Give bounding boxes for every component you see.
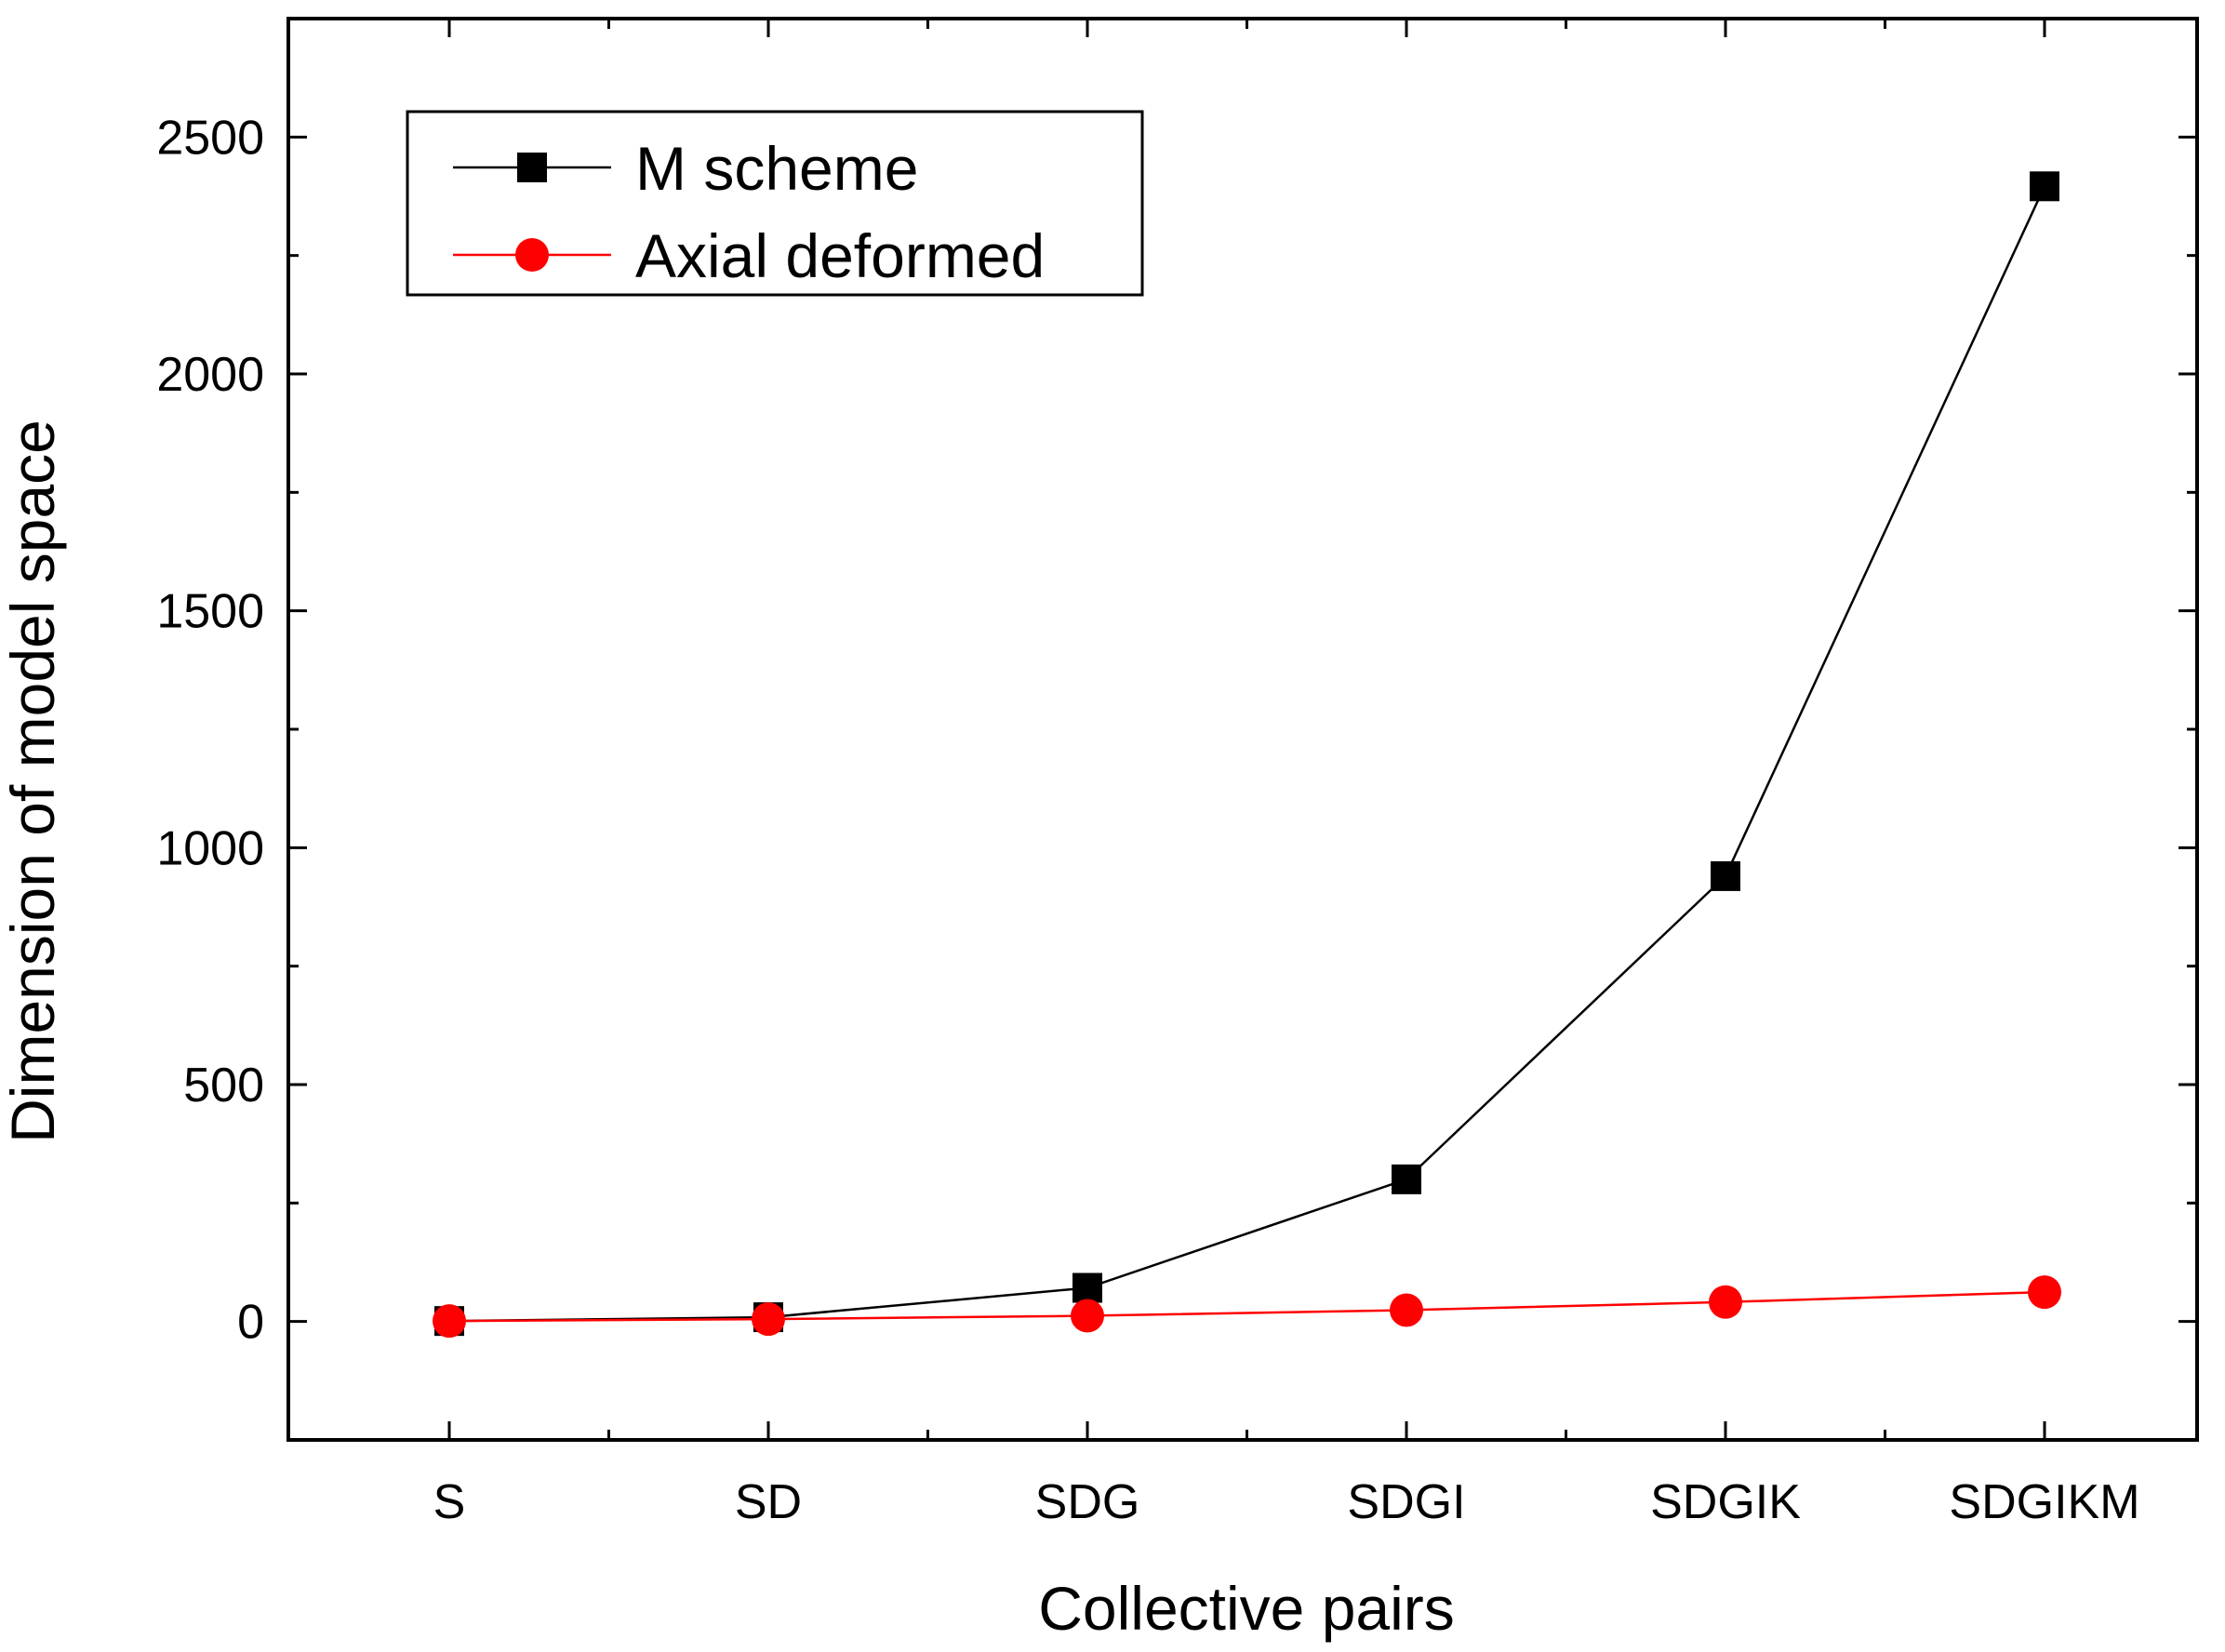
x-tick-label: SDGIKM — [1949, 1475, 2139, 1529]
legend-label-m-scheme: M scheme — [635, 134, 918, 203]
series-layer — [433, 171, 2061, 1339]
data-point-m-scheme — [1711, 860, 1740, 891]
y-tick-label: 0 — [237, 1296, 264, 1350]
data-point-m-scheme — [1073, 1272, 1102, 1303]
legend-label-axial-deformed: Axial deformed — [635, 221, 1045, 290]
legend-marker-circle — [515, 238, 549, 272]
y-axis-title: Dimension of model space — [0, 420, 67, 1143]
x-tick-label: S — [433, 1475, 466, 1529]
legend: M scheme Axial deformed — [406, 110, 1144, 297]
x-tick-label: SDG — [1035, 1475, 1140, 1529]
x-tick-label: SD — [735, 1475, 802, 1529]
data-point-m-scheme — [2030, 171, 2059, 202]
y-tick-label: 2500 — [156, 111, 264, 165]
y-tick-label: 1500 — [156, 585, 264, 639]
legend-marker-square — [517, 153, 547, 182]
axes: 0 500 1000 1500 2000 2500 S SD SDG SDGI SDGIK SDGIK… — [156, 17, 2199, 1529]
y-tick-label: 2000 — [156, 348, 264, 402]
data-point-axial-deformed — [1071, 1299, 1104, 1333]
data-point-axial-deformed — [752, 1302, 785, 1337]
x-tick-label: SDGI — [1347, 1475, 1465, 1529]
series-axial-deformed — [433, 1275, 2061, 1339]
x-tick-label: SDGIK — [1650, 1475, 1801, 1529]
data-point-axial-deformed — [433, 1304, 466, 1339]
x-axis-title: Collective pairs — [1038, 1574, 1455, 1643]
data-point-axial-deformed — [1390, 1293, 1423, 1327]
y-tick-label: 500 — [183, 1059, 264, 1112]
series-line-m-scheme — [448, 185, 2046, 1323]
data-point-axial-deformed — [1709, 1285, 1742, 1319]
data-point-axial-deformed — [2028, 1275, 2061, 1310]
y-tick-label: 1000 — [156, 821, 264, 875]
series-line-axial-deformed — [448, 1290, 2045, 1323]
data-point-m-scheme — [1392, 1164, 1421, 1194]
